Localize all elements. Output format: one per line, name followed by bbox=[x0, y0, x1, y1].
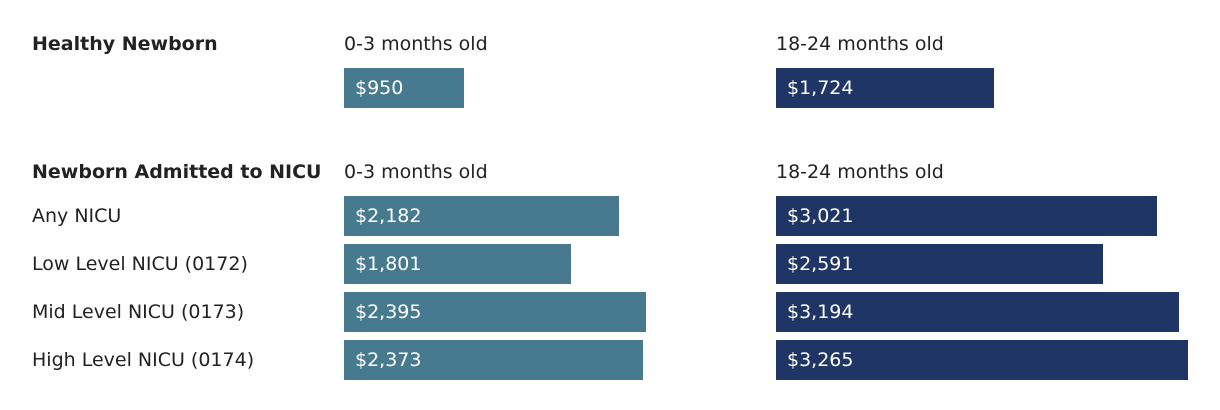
bar-newborn-admitted-to-nicu-series-0: $1,801 bbox=[344, 244, 571, 284]
series-label-0: 0-3 months old bbox=[344, 161, 488, 183]
bar-value-label: $1,724 bbox=[787, 77, 854, 99]
group-title: Healthy Newborn bbox=[32, 33, 218, 55]
series-label-1: 18-24 months old bbox=[776, 33, 944, 55]
bar-healthy-newborn-series-1: $1,724 bbox=[776, 68, 994, 108]
bar-value-label: $2,395 bbox=[355, 301, 422, 323]
bar-newborn-admitted-to-nicu-series-1: $3,265 bbox=[776, 340, 1188, 380]
row-label: Any NICU bbox=[32, 205, 122, 227]
series-label-0: 0-3 months old bbox=[344, 33, 488, 55]
bar-value-label: $3,265 bbox=[787, 349, 854, 371]
row-label: Mid Level NICU (0173) bbox=[32, 301, 245, 323]
bar-healthy-newborn-series-0: $950 bbox=[344, 68, 464, 108]
bar-newborn-admitted-to-nicu-series-1: $3,021 bbox=[776, 196, 1157, 236]
bar-value-label: $1,801 bbox=[355, 253, 422, 275]
bar-newborn-admitted-to-nicu-series-1: $2,591 bbox=[776, 244, 1103, 284]
bar-value-label: $2,373 bbox=[355, 349, 422, 371]
bar-value-label: $3,194 bbox=[787, 301, 854, 323]
bar-newborn-admitted-to-nicu-series-1: $3,194 bbox=[776, 292, 1179, 332]
bar-value-label: $3,021 bbox=[787, 205, 854, 227]
row-label: High Level NICU (0174) bbox=[32, 349, 255, 371]
bar-newborn-admitted-to-nicu-series-0: $2,373 bbox=[344, 340, 643, 380]
bar-newborn-admitted-to-nicu-series-0: $2,395 bbox=[344, 292, 646, 332]
bar-newborn-admitted-to-nicu-series-0: $2,182 bbox=[344, 196, 619, 236]
row-label: Low Level NICU (0172) bbox=[32, 253, 248, 275]
bar-value-label: $950 bbox=[355, 77, 404, 99]
group-title: Newborn Admitted to NICU bbox=[32, 161, 322, 183]
series-label-1: 18-24 months old bbox=[776, 161, 944, 183]
bar-value-label: $2,591 bbox=[787, 253, 854, 275]
bar-value-label: $2,182 bbox=[355, 205, 422, 227]
